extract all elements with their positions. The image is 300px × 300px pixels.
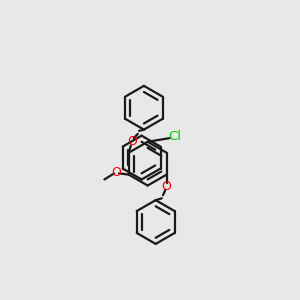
Text: O: O	[112, 166, 122, 179]
Text: O: O	[128, 135, 137, 148]
Text: O: O	[162, 180, 172, 193]
Text: Cl: Cl	[169, 130, 182, 143]
